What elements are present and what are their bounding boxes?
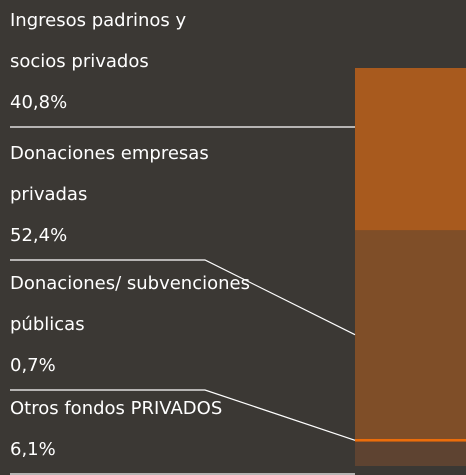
segment-value: 6,1% bbox=[10, 439, 56, 460]
segment-value: 40,8% bbox=[10, 92, 68, 113]
bar-segment bbox=[355, 68, 466, 231]
label-group: Ingresos padrinos y socios privados 40,8% bbox=[10, 0, 240, 123]
leader-line bbox=[10, 259, 356, 336]
segment-name: Otros fondos PRIVADOS bbox=[10, 398, 223, 419]
label-group: Donaciones/ subvenciones públicas 0,7% bbox=[10, 263, 290, 386]
leader-line bbox=[10, 389, 356, 441]
bar-segment bbox=[355, 230, 466, 439]
segment-value: 52,4% bbox=[10, 225, 68, 246]
label-group: Donaciones empresas privadas 52,4% bbox=[10, 133, 225, 256]
segment-name: Donaciones empresas privadas bbox=[10, 143, 209, 205]
label-group: Otros fondos PRIVADOS 6,1% bbox=[10, 388, 330, 470]
bar-segment bbox=[355, 438, 466, 442]
segment-value: 0,7% bbox=[10, 355, 56, 376]
segment-name: Donaciones/ subvenciones públicas bbox=[10, 273, 250, 335]
segment-name: Ingresos padrinos y socios privados bbox=[10, 10, 187, 72]
bar-segment bbox=[355, 441, 466, 466]
